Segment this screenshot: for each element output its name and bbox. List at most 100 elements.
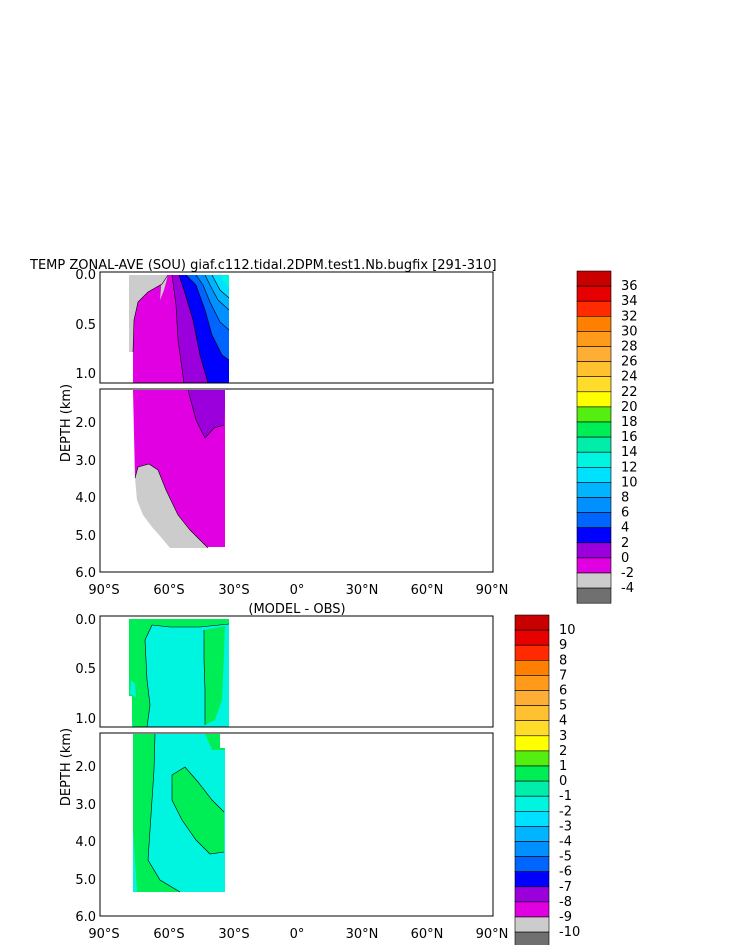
colorbar-swatch xyxy=(514,795,550,812)
tick-label: 30°N xyxy=(346,583,379,598)
tick-label: 90°S xyxy=(88,927,119,942)
tick-label: 30°N xyxy=(346,927,379,942)
colorbar-label: 24 xyxy=(621,370,638,385)
colorbar-label: 36 xyxy=(621,279,638,294)
tick-label: 1.0 xyxy=(75,712,96,727)
tick-label: 90°N xyxy=(476,583,509,598)
colorbar-swatch xyxy=(514,659,550,676)
colorbar-label: 20 xyxy=(621,400,638,415)
fill-neg1to0-deep-mid xyxy=(172,767,224,854)
diff-upper-frame xyxy=(99,615,494,728)
diff-upper-fills xyxy=(129,619,229,727)
fill-neg1to0-deep-left xyxy=(133,734,180,892)
colorbar-swatch xyxy=(514,871,550,888)
temp-upper-frame xyxy=(99,271,494,384)
colorbar-swatch xyxy=(576,300,612,317)
diff-x-ticks: 90°S 60°S 30°S 0° 30°N 60°N 90°N xyxy=(88,927,508,942)
tick-label: 0° xyxy=(290,927,305,942)
colorbar-label: -5 xyxy=(559,850,572,865)
colorbar-swatch xyxy=(576,557,612,574)
colorbar-label: -7 xyxy=(559,880,572,895)
tick-label: 90°S xyxy=(88,583,119,598)
diff-y-ticks: 0.0 0.5 1.0 2.0 3.0 4.0 5.0 6.0 xyxy=(75,613,96,925)
colorbar-label: 5 xyxy=(559,699,567,714)
tick-label: 6.0 xyxy=(75,566,96,581)
colorbar-label: -3 xyxy=(559,819,572,834)
tick-label: 2.0 xyxy=(75,416,96,431)
colorbar-label: 34 xyxy=(621,294,638,309)
colorbar-label: -9 xyxy=(559,910,572,925)
colorbar-swatch xyxy=(576,270,612,287)
colorbar-label: 18 xyxy=(621,415,638,430)
colorbar-swatch xyxy=(514,705,550,721)
temp-upper-fills xyxy=(129,275,229,383)
colorbar-label: 4 xyxy=(559,714,567,729)
fill-neg1to0 xyxy=(129,619,229,727)
colorbar-swatch xyxy=(576,482,612,498)
colorbar-swatch xyxy=(576,346,612,362)
colorbar-swatch xyxy=(576,331,612,347)
colorbar-label: 12 xyxy=(621,460,638,475)
colorbar-label: 8 xyxy=(621,491,629,506)
colorbar-swatch xyxy=(576,421,612,438)
colorbar-label: -1 xyxy=(559,789,572,804)
colorbar-swatch xyxy=(514,901,550,918)
colorbar-label: 10 xyxy=(559,623,576,638)
colorbar-label: 3 xyxy=(559,729,567,744)
tick-label: 5.0 xyxy=(75,529,96,544)
colorbar-swatch xyxy=(514,916,550,933)
colorbar-swatch xyxy=(514,856,550,872)
colorbar-swatch xyxy=(514,750,550,767)
colorbar-label: 9 xyxy=(559,638,567,653)
temp-y-axis-label: DEPTH (km) xyxy=(59,384,74,462)
diff-contours xyxy=(144,623,230,893)
colorbar-label: 16 xyxy=(621,430,638,445)
colorbar-swatch xyxy=(514,720,550,737)
colorbar-swatch xyxy=(514,629,550,646)
colorbar-swatch xyxy=(576,587,612,604)
colorbar-swatch xyxy=(576,391,612,408)
temp-lower-fills xyxy=(133,390,225,548)
colorbar-label: 0 xyxy=(559,774,567,789)
tick-label: 5.0 xyxy=(75,873,96,888)
tick-label: 1.0 xyxy=(75,367,96,382)
colorbar-swatch xyxy=(576,527,612,544)
colorbar-label: 10 xyxy=(621,475,638,490)
diff-lower-frame xyxy=(99,732,494,917)
fill-neg2to0-deep xyxy=(135,464,208,548)
colorbar-label: 8 xyxy=(559,653,567,668)
fill-neg1to0-right xyxy=(204,626,225,725)
temp-lower-frame xyxy=(99,388,494,573)
colorbar-swatch xyxy=(514,644,550,661)
colorbar-label: -10 xyxy=(559,925,580,940)
colorbar-label: 14 xyxy=(621,445,638,460)
colorbar-label: -2 xyxy=(621,566,634,581)
colorbar-label: 2 xyxy=(621,536,629,551)
colorbar-label: -2 xyxy=(559,804,572,819)
colorbar-swatch xyxy=(576,406,612,423)
temp-contours xyxy=(132,274,230,549)
colorbar-label: 4 xyxy=(621,521,629,536)
colorbar-swatch xyxy=(514,690,550,706)
colorbar-swatch xyxy=(514,810,550,827)
colorbar-label: 1 xyxy=(559,759,567,774)
colorbar-label: 32 xyxy=(621,309,638,324)
temp-y-ticks: 0.0 0.5 1.0 2.0 3.0 4.0 5.0 6.0 xyxy=(75,268,96,581)
tick-label: 30°S xyxy=(218,927,249,942)
tick-label: 3.0 xyxy=(75,454,96,469)
tick-label: 6.0 xyxy=(75,910,96,925)
colorbar-swatch xyxy=(514,841,550,857)
tick-label: 0.5 xyxy=(75,662,96,677)
chart-title-diff: (MODEL - OBS) xyxy=(248,602,345,617)
colorbar-swatch xyxy=(576,497,612,513)
colorbar-label: -6 xyxy=(559,865,572,880)
colorbar-swatch xyxy=(514,886,550,903)
colorbar-swatch xyxy=(576,466,612,483)
colorbar-swatch xyxy=(514,780,550,797)
tick-label: 4.0 xyxy=(75,835,96,850)
colorbar-label: -4 xyxy=(621,581,634,596)
tick-label: 4.0 xyxy=(75,491,96,506)
colorbar-swatch xyxy=(576,451,612,468)
